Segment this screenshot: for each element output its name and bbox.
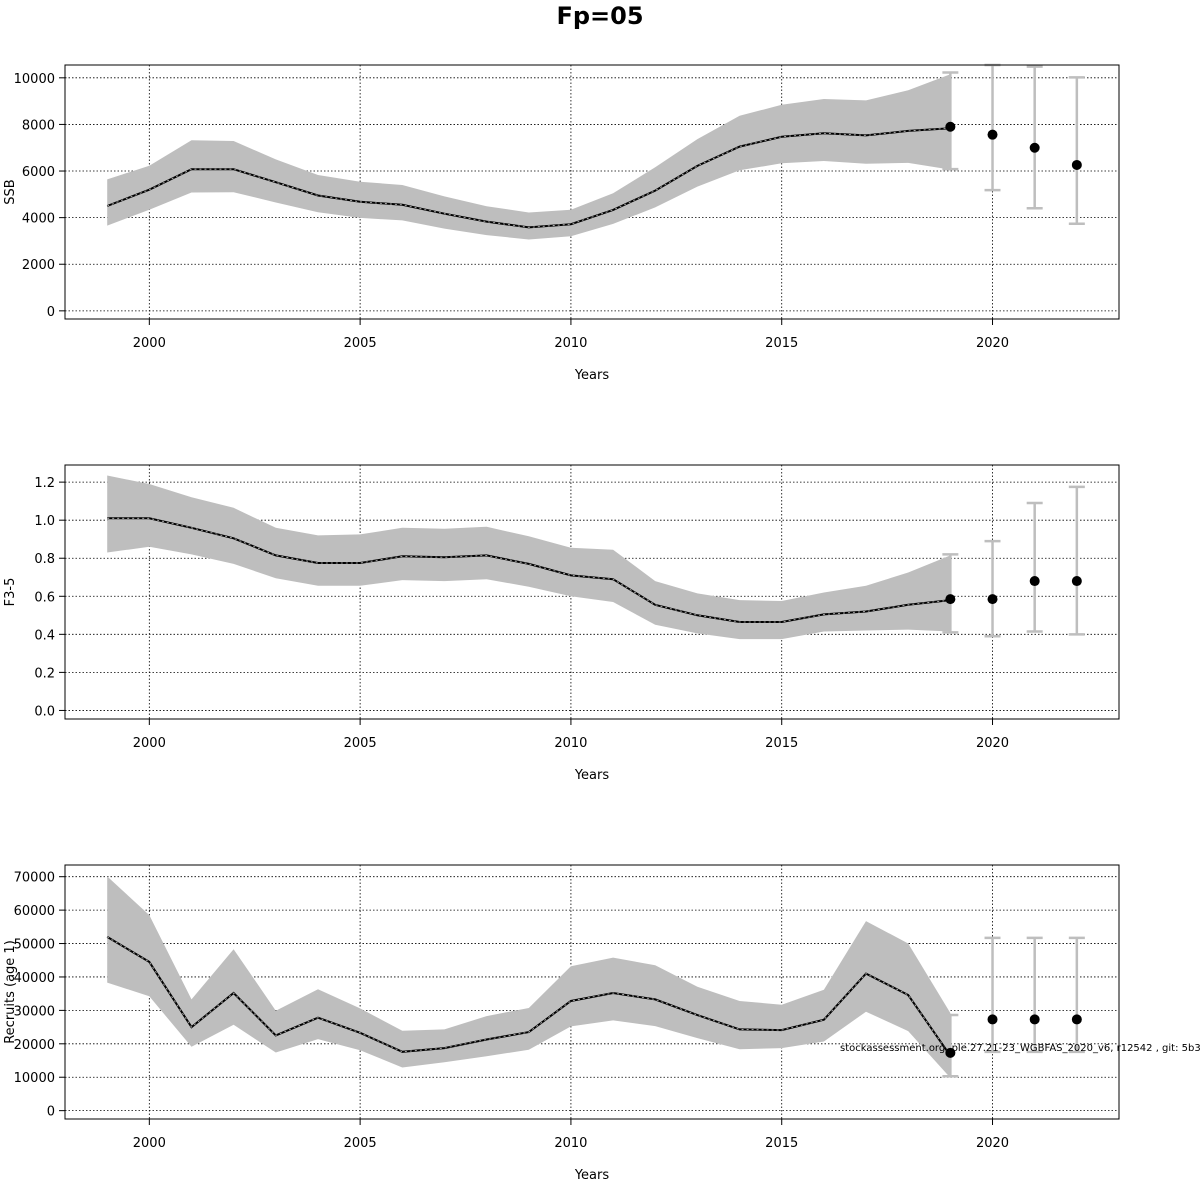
x-axis-label: Years (574, 368, 610, 383)
estimate-line-dots (107, 127, 951, 228)
forecast-point (1029, 1014, 1040, 1025)
x-tick-label: 2000 (133, 736, 166, 751)
x-axis-label: Years (574, 768, 610, 783)
y-tick-label: 4000 (22, 212, 55, 227)
y-tick-label: 0.4 (34, 628, 55, 643)
forecast-point (1029, 142, 1040, 153)
chart-panel-3: 2000 2005 2010 2015 2020 0 10000 20000 30000 4000… (3, 864, 1120, 1183)
forecast-point (987, 1014, 998, 1025)
forecast-point (945, 594, 956, 605)
plot-frame (64, 64, 1120, 320)
forecast-point (945, 1047, 956, 1058)
forecast-point (945, 121, 956, 132)
y-tick-label: 70000 (14, 871, 55, 886)
forecast-point (987, 594, 998, 605)
y-tick-label: 0.2 (34, 666, 55, 681)
y-tick-label: 10000 (14, 72, 55, 87)
x-tick-label: 2015 (765, 1136, 798, 1151)
y-tick-label: 10000 (14, 1071, 55, 1086)
footnote: stockassessment.org, ple.27.21-23_WGBFAS… (840, 1043, 1200, 1054)
plot-frame (64, 864, 1120, 1120)
y-tick-label: 30000 (14, 1004, 55, 1019)
x-tick-label: 2005 (344, 336, 377, 351)
figure-title: Fp=05 (556, 2, 643, 30)
y-axis-label: Recruits (age 1) (3, 940, 18, 1044)
x-axis-label: Years (574, 1168, 610, 1183)
x-tick-label: 2005 (344, 1136, 377, 1151)
x-tick-label: 2005 (344, 736, 377, 751)
x-tick-label: 2010 (554, 736, 587, 751)
y-tick-label: 1.2 (34, 476, 55, 491)
confidence-band (107, 74, 951, 240)
y-tick-label: 0 (47, 305, 55, 320)
y-tick-label: 0.8 (34, 552, 55, 567)
x-tick-label: 2020 (976, 1136, 1009, 1151)
x-tick-label: 2000 (133, 1136, 166, 1151)
y-tick-label: 50000 (14, 938, 55, 953)
y-tick-label: 40000 (14, 971, 55, 986)
x-tick-label: 2020 (976, 336, 1009, 351)
y-tick-label: 60000 (14, 904, 55, 919)
y-axis-label: F3-5 (3, 578, 18, 607)
x-tick-label: 2010 (554, 1136, 587, 1151)
x-tick-label: 2015 (765, 336, 798, 351)
plot-frame (64, 464, 1120, 720)
x-tick-label: 2000 (133, 336, 166, 351)
y-tick-label: 8000 (22, 118, 55, 133)
x-tick-label: 2015 (765, 736, 798, 751)
x-tick-label: 2020 (976, 736, 1009, 751)
forecast-point (1029, 576, 1040, 587)
chart-panel-2: 2000 2005 2010 2015 2020 0.0 0.2 0.4 0.6 0.8 1.0 1.… (3, 464, 1120, 783)
y-tick-label: 0.6 (34, 590, 55, 605)
confidence-band (107, 475, 951, 640)
confidence-band (107, 876, 951, 1078)
forecast-point (1071, 159, 1082, 170)
y-axis-label: SSB (3, 179, 18, 204)
forecast-point (987, 129, 998, 140)
x-tick-label: 2010 (554, 336, 587, 351)
chart-panel-1: 2000 2005 2010 2015 2020 0 2000 4000 6000 8000 100… (3, 63, 1120, 383)
forecast-point (1071, 576, 1082, 587)
estimate-line-dots (107, 517, 951, 623)
y-tick-label: 2000 (22, 258, 55, 273)
estimate-line-dots (106, 936, 951, 1057)
y-tick-label: 0 (47, 1105, 55, 1120)
y-tick-label: 20000 (14, 1038, 55, 1053)
y-tick-label: 6000 (22, 165, 55, 180)
y-tick-label: 1.0 (34, 514, 55, 529)
y-tick-label: 0.0 (34, 704, 55, 719)
forecast-point (1071, 1014, 1082, 1025)
